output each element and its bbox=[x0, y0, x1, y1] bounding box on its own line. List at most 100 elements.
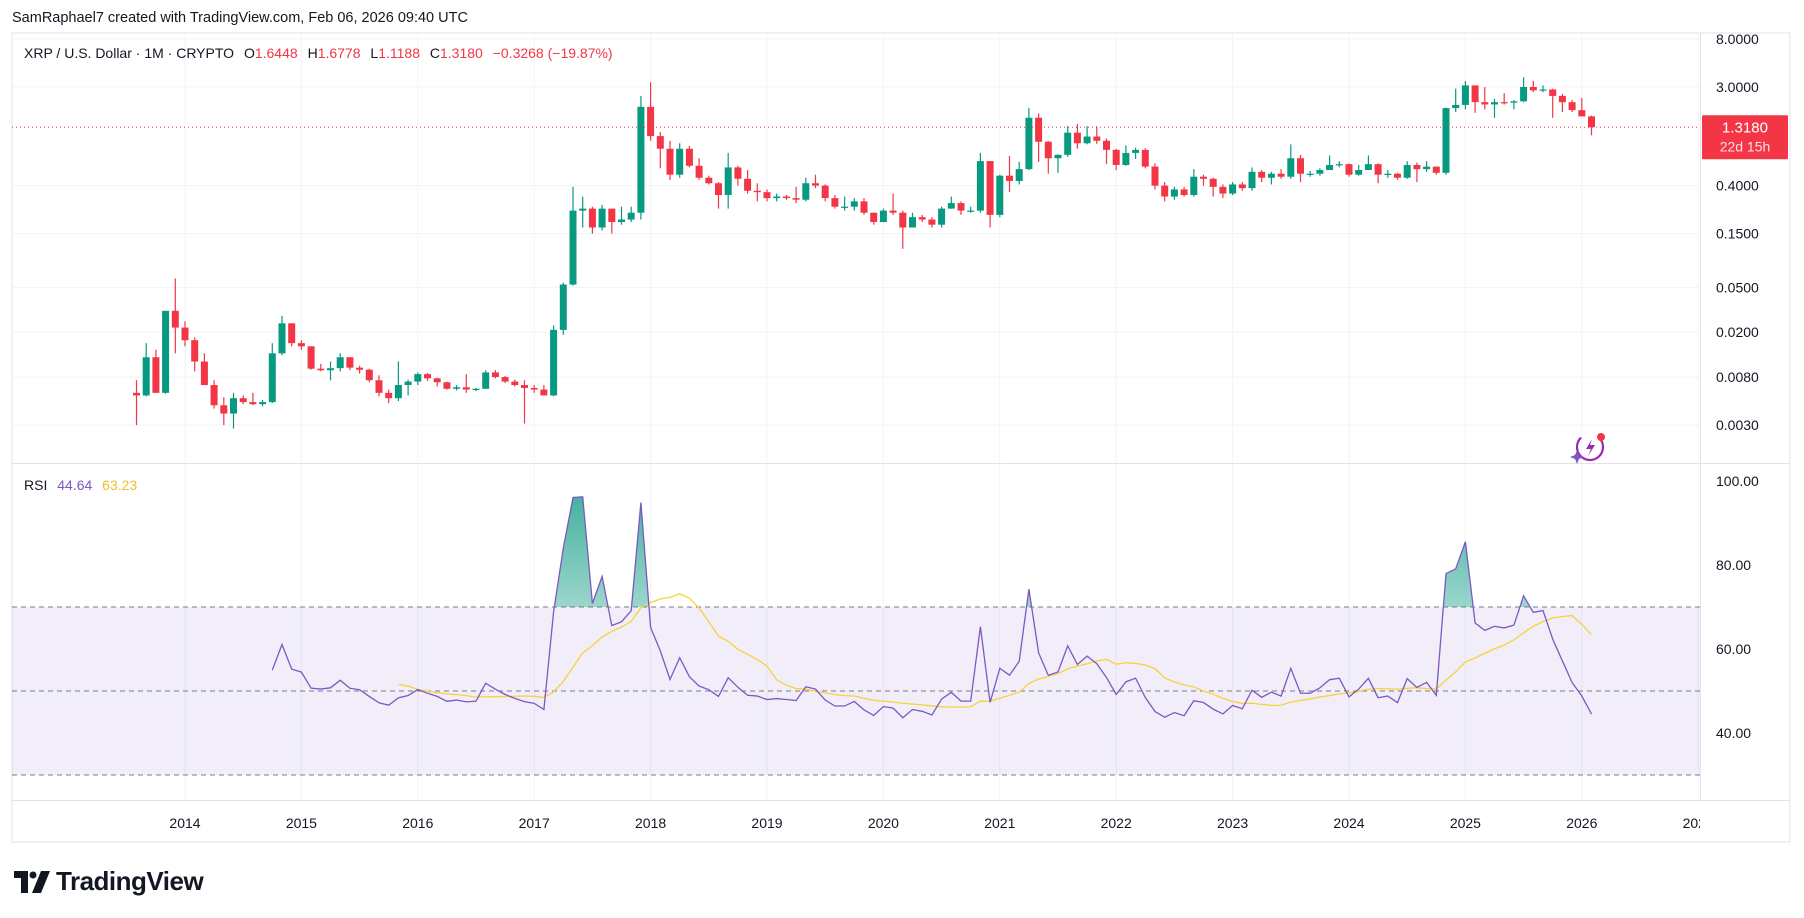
candle-body bbox=[608, 208, 616, 223]
candle-body bbox=[763, 192, 771, 199]
candle-body bbox=[472, 388, 480, 390]
candle-body bbox=[1180, 189, 1188, 196]
candle-body bbox=[1112, 149, 1120, 165]
candle-up bbox=[1306, 170, 1314, 177]
candle-body bbox=[1093, 136, 1101, 141]
candle-body bbox=[647, 106, 655, 137]
candle-body bbox=[133, 392, 140, 396]
candle-body bbox=[1190, 176, 1198, 196]
candle-body bbox=[317, 368, 325, 371]
last-price-label: 1.3180 22d 15h bbox=[1702, 115, 1788, 160]
candle-up bbox=[569, 186, 577, 286]
candle-up bbox=[1248, 167, 1256, 191]
candle-down bbox=[220, 397, 228, 426]
candle-up bbox=[550, 325, 558, 397]
candle-body bbox=[967, 210, 975, 212]
time-tick-label: 2017 bbox=[519, 815, 550, 831]
candle-down bbox=[307, 346, 315, 370]
candle-up bbox=[259, 400, 267, 407]
candle-down bbox=[540, 385, 548, 396]
candle-down bbox=[666, 140, 674, 180]
change-value: −0.3268 (−19.87%) bbox=[493, 45, 613, 61]
price-tick-label: 0.0500 bbox=[1716, 279, 1759, 295]
candle-body bbox=[1588, 116, 1595, 128]
candle-body bbox=[1141, 149, 1149, 167]
candle-body bbox=[268, 353, 276, 403]
candle-body bbox=[947, 203, 955, 209]
candle-up bbox=[1423, 161, 1431, 172]
rsi-ma-value: 63.23 bbox=[102, 477, 137, 493]
price-axis[interactable]: 8.0000 3.0000 0.4000 0.1500 0.0500 0.0200 0.00… bbox=[1716, 31, 1759, 433]
candle-up bbox=[278, 315, 286, 356]
time-axis[interactable]: 2014 2015 2016 2017 2018 2019 2020 2021 2022 2023… bbox=[169, 815, 1714, 831]
candle-body bbox=[530, 388, 538, 390]
candle-down bbox=[1432, 166, 1440, 175]
candle-down bbox=[200, 353, 208, 386]
candle-down bbox=[1374, 163, 1382, 184]
candle-body bbox=[162, 310, 170, 393]
candle-body bbox=[414, 374, 422, 382]
rsi-axis[interactable]: 100.00 80.00 60.00 40.00 bbox=[1716, 473, 1759, 741]
candle-body bbox=[433, 378, 441, 383]
low-value: 1.1188 bbox=[378, 45, 420, 61]
candle-body bbox=[249, 402, 257, 405]
price-tick-label: 0.0080 bbox=[1716, 369, 1759, 385]
candle-down bbox=[1161, 182, 1169, 202]
candle-body bbox=[521, 385, 528, 389]
candle-body bbox=[1539, 89, 1547, 91]
candle-body bbox=[579, 208, 587, 211]
candle-up bbox=[472, 388, 480, 392]
candles bbox=[133, 77, 1595, 429]
candle-down bbox=[744, 170, 752, 194]
candle-body bbox=[1481, 102, 1489, 105]
candle-down bbox=[530, 385, 538, 393]
candle-body bbox=[230, 398, 237, 414]
candle-body bbox=[307, 346, 315, 369]
candle-down bbox=[986, 161, 994, 228]
candle-up bbox=[1364, 155, 1372, 171]
candle-body bbox=[1355, 170, 1363, 175]
lightning-sparkle-icon[interactable] bbox=[1570, 429, 1608, 466]
candle-up bbox=[162, 310, 170, 394]
time-tick-label: 2020 bbox=[868, 815, 899, 831]
candle-body bbox=[1297, 158, 1304, 174]
candle-up bbox=[1539, 85, 1547, 93]
candle-down bbox=[1258, 170, 1266, 183]
candle-up bbox=[850, 198, 858, 211]
candle-up bbox=[1442, 107, 1450, 175]
rsi-value: 44.64 bbox=[57, 477, 92, 493]
candle-body bbox=[1267, 173, 1275, 178]
ohlc-legend: XRP / U.S. Dollar · 1M · CRYPTO O1.6448 … bbox=[24, 45, 613, 61]
candle-body bbox=[1161, 185, 1169, 197]
candle-up bbox=[230, 392, 237, 429]
candle-down bbox=[753, 183, 761, 202]
candle-body bbox=[1471, 85, 1479, 103]
candle-down bbox=[511, 379, 519, 387]
candle-body bbox=[724, 167, 732, 196]
candle-down bbox=[1549, 88, 1557, 118]
candle-down bbox=[763, 189, 771, 202]
candle-down bbox=[1588, 115, 1595, 136]
candle-down bbox=[1151, 163, 1159, 190]
candle-body bbox=[734, 167, 742, 179]
candle-body bbox=[656, 136, 664, 149]
time-tick-label: 2022 bbox=[1101, 815, 1132, 831]
candle-body bbox=[1054, 154, 1062, 159]
candle-down bbox=[152, 349, 160, 393]
candle-down bbox=[1006, 156, 1013, 193]
candle-body bbox=[627, 212, 635, 220]
candle-down bbox=[297, 340, 305, 350]
candle-down bbox=[1277, 169, 1285, 179]
candle-down bbox=[705, 175, 713, 185]
time-tick-label: 2016 bbox=[402, 815, 433, 831]
candle-up bbox=[1403, 161, 1411, 179]
candle-down bbox=[782, 195, 790, 200]
open-value: 1.6448 bbox=[255, 45, 298, 61]
tradingview-logo[interactable]: TradingView bbox=[14, 866, 204, 897]
candle-body bbox=[1520, 87, 1528, 102]
candle-body bbox=[200, 361, 208, 386]
candle-up bbox=[414, 372, 422, 386]
candle-body bbox=[239, 398, 247, 403]
candle-body bbox=[297, 343, 305, 347]
